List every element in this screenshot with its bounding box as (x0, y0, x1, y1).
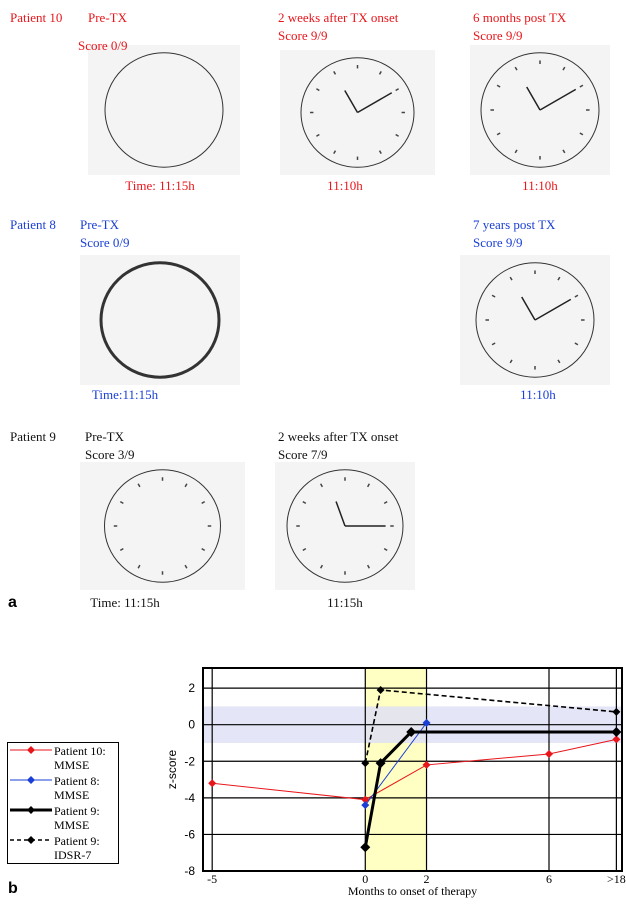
legend-swatch (10, 803, 54, 817)
y-tick-label: -4 (184, 791, 195, 805)
panel-heading: 2 weeks after TX onset (278, 10, 398, 26)
legend-entry: Patient 10: MMSE (8, 743, 118, 773)
panel-heading: Pre-TX (88, 10, 127, 26)
legend-marker (27, 806, 35, 814)
x-tick-label: >18 (607, 872, 626, 886)
time-caption: Time: 11:15h (90, 595, 159, 611)
y-tick-label: -2 (184, 754, 195, 768)
band (365, 668, 426, 871)
time-caption: Time:11:15h (92, 387, 158, 403)
time-caption: 11:10h (522, 178, 558, 194)
legend-entry: Patient 8: MMSE (8, 773, 118, 803)
score: Score 9/9 (278, 28, 327, 44)
legend-swatch (10, 743, 54, 757)
legend-label: Patient 9: MMSE (54, 804, 116, 832)
legend-label: Patient 8: MMSE (54, 774, 116, 802)
x-axis-label: Months to onset of therapy (348, 884, 477, 898)
legend-marker (27, 836, 35, 844)
score: Score 9/9 (473, 235, 522, 251)
panel-heading: 6 months post TX (473, 10, 566, 26)
data-point (545, 750, 553, 758)
legend-entry: Patient 9: IDSR-7 (8, 833, 118, 863)
legend-entry: Patient 9: MMSE (8, 803, 118, 833)
time-caption: Time: 11:15h (125, 178, 194, 194)
score: Score 0/9 (80, 235, 129, 251)
score: Score 0/9 (78, 38, 127, 54)
legend-label: Patient 9: IDSR-7 (54, 834, 116, 862)
score: Score 3/9 (85, 447, 134, 463)
legend-swatch (10, 833, 54, 847)
figure: a -8-6-4-202-5026>18Months to onset of t… (0, 0, 626, 904)
panel-heading: 2 weeks after TX onset (278, 429, 398, 445)
time-caption: 11:10h (327, 178, 363, 194)
panel-heading: 7 years post TX (473, 217, 555, 233)
time-caption: 11:15h (327, 595, 363, 611)
x-tick-label: 6 (546, 872, 552, 886)
y-axis-label: z-score (165, 750, 179, 790)
y-tick-label: 2 (188, 681, 195, 695)
y-tick-label: -6 (184, 827, 195, 841)
x-tick-label: -5 (207, 872, 217, 886)
legend-swatch (10, 773, 54, 787)
score: Score 9/9 (473, 28, 522, 44)
legend-marker (27, 776, 35, 784)
patient-label: Patient 9 (10, 429, 56, 445)
score: Score 7/9 (278, 447, 327, 463)
y-tick-label: 0 (188, 718, 195, 732)
patient-label: Patient 8 (10, 217, 56, 233)
legend-marker (27, 746, 35, 754)
patient-label: Patient 10 (10, 10, 62, 26)
data-point (208, 779, 216, 787)
y-tick-label: -8 (184, 864, 195, 878)
panel-heading: Pre-TX (80, 217, 119, 233)
panel-heading: Pre-TX (85, 429, 124, 445)
panel-label: b (8, 880, 18, 898)
time-caption: 11:10h (520, 387, 556, 403)
legend-label: Patient 10: MMSE (54, 744, 116, 772)
